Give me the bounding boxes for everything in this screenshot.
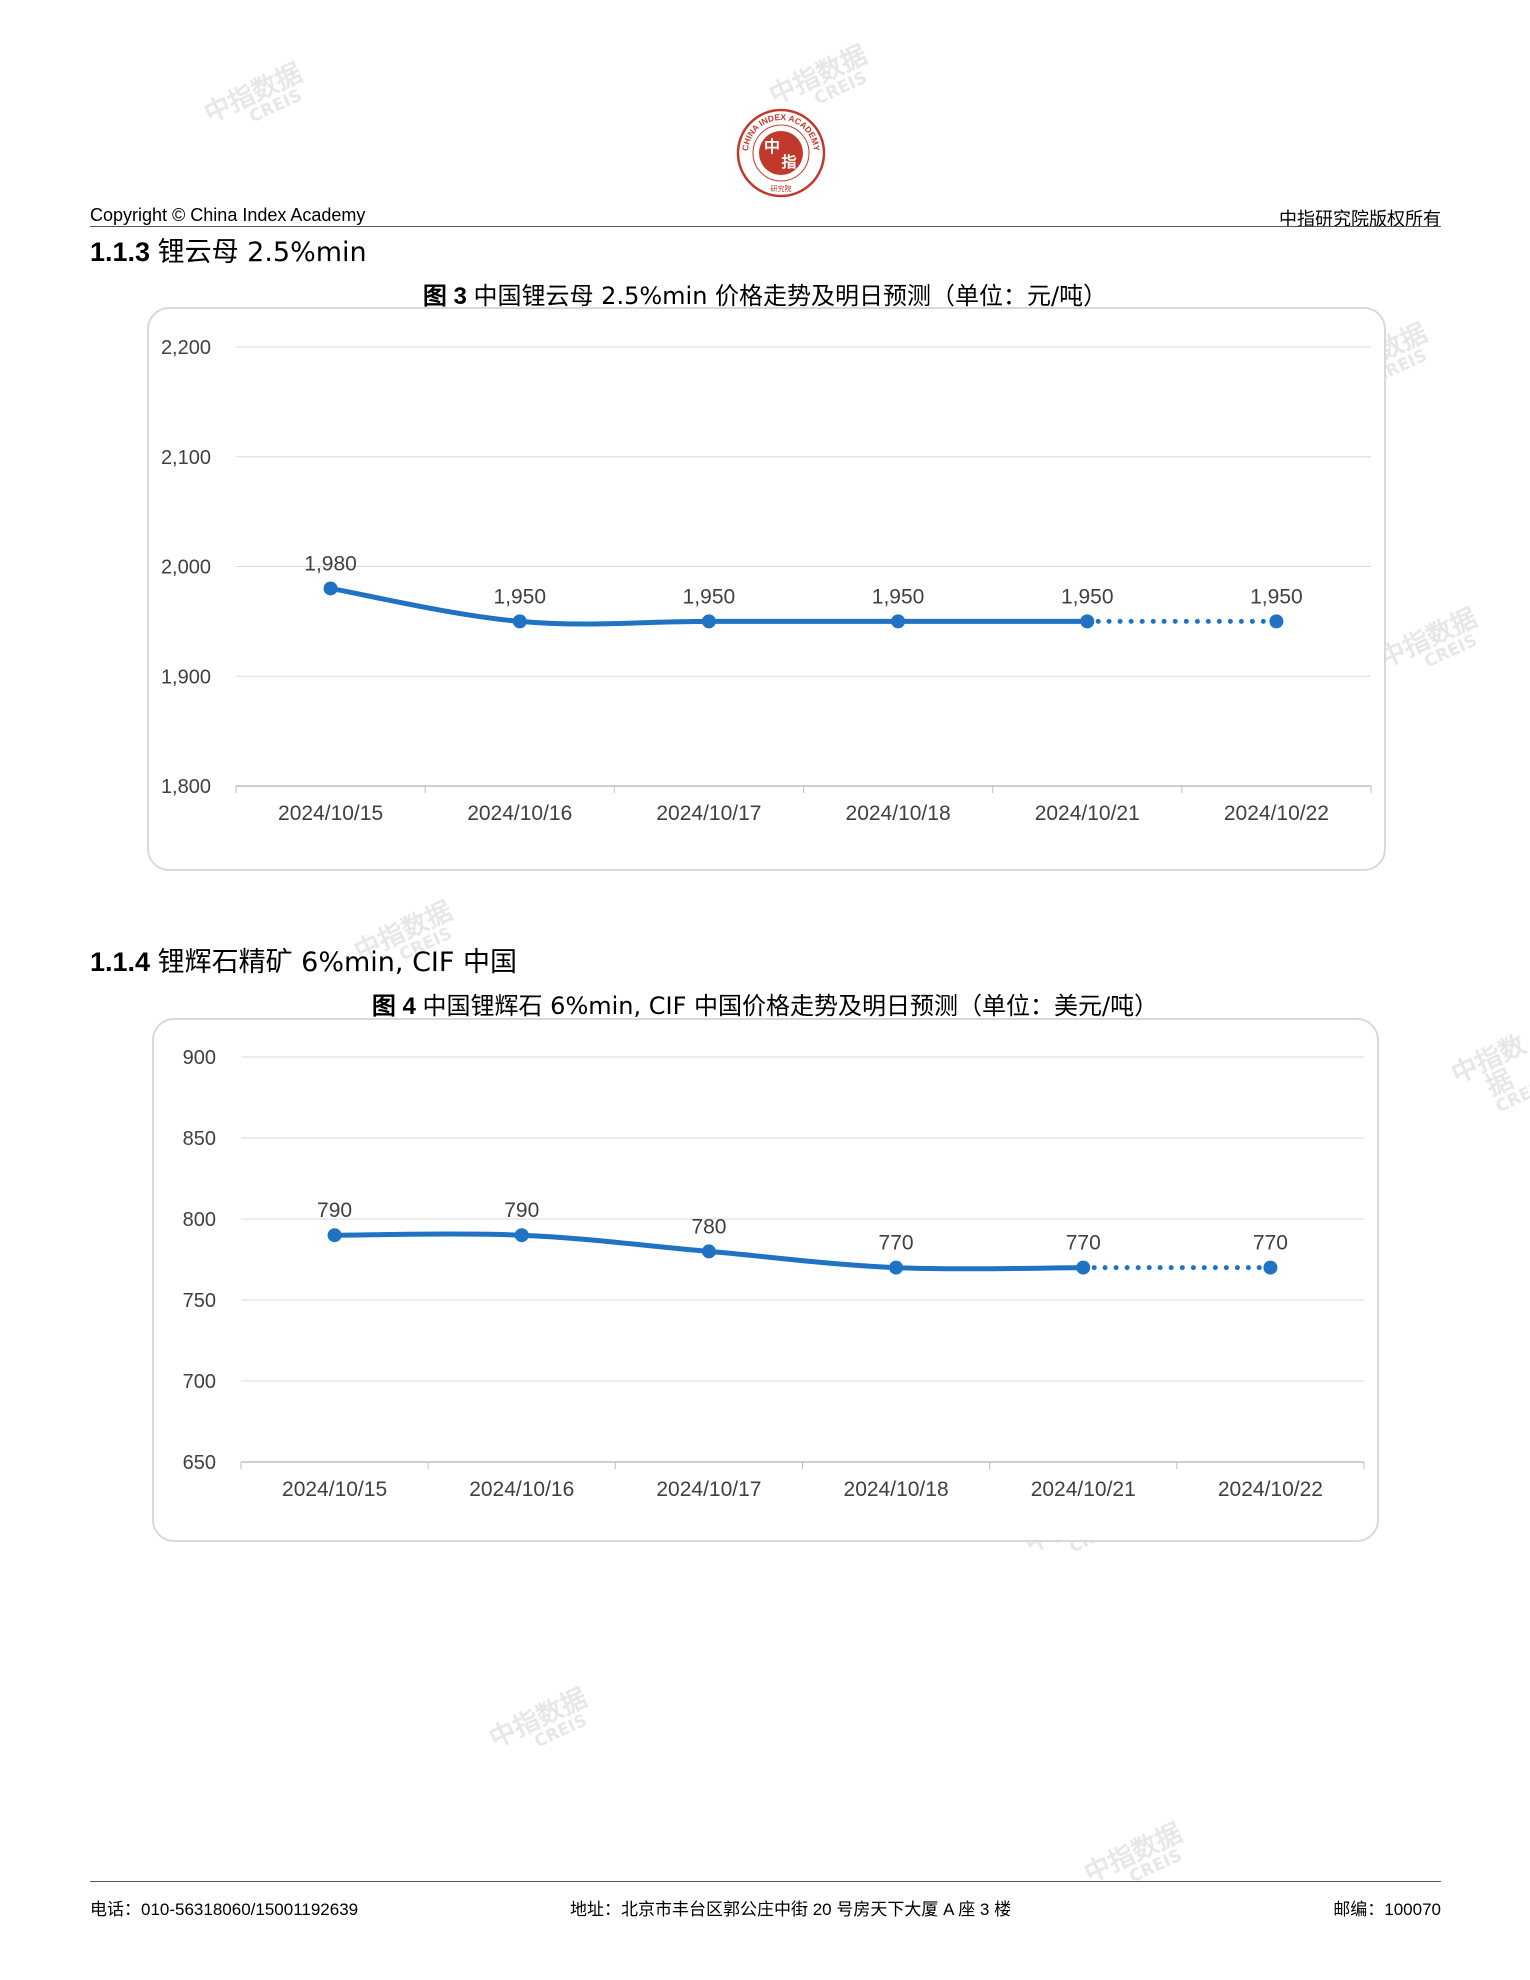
data-point <box>701 1244 716 1259</box>
watermark-en: CREIS <box>1492 1075 1530 1118</box>
data-label: 1,980 <box>304 552 357 575</box>
y-tick-label: 900 <box>183 1047 216 1069</box>
figure-prefix: 图 4 <box>371 993 416 1020</box>
y-tick-label: 2,000 <box>161 557 211 579</box>
data-label: 790 <box>317 1199 352 1222</box>
data-label: 1,950 <box>1250 585 1303 608</box>
x-tick-label: 2024/10/17 <box>656 802 761 825</box>
y-tick-label: 700 <box>183 1371 216 1393</box>
x-tick-label: 2024/10/16 <box>467 802 572 825</box>
section-heading-1-1-4: 1.1.4 锂辉石精矿 6%min, CIF 中国 <box>90 940 517 979</box>
section-number: 1.1.3 <box>90 237 151 267</box>
y-tick-label: 850 <box>183 1128 216 1150</box>
y-tick-label: 750 <box>183 1290 216 1312</box>
data-point <box>891 614 906 629</box>
data-label: 1,950 <box>493 585 546 608</box>
spodumene-price-chart: 650 700 750 800 850 900 2024/10/15 2024/10/16 20… <box>183 1047 1365 1501</box>
china-index-academy-logo: CHINA INDEX ACADEMY 中 指 研究院 <box>736 108 826 198</box>
y-tick-label: 2,100 <box>161 447 211 469</box>
watermark-cn: 中指数据 <box>1447 1029 1530 1103</box>
watermark-en: CREIS <box>1421 630 1481 673</box>
figure-caption: 中国锂云母 2.5%min 价格走势及明日预测（单位：元/吨） <box>473 282 1108 310</box>
data-point <box>701 614 716 629</box>
x-tick-label: 2024/10/15 <box>278 802 383 825</box>
data-label: 1,950 <box>683 585 736 608</box>
chart-container-2: 650 700 750 800 850 900 2024/10/15 2024/10/16 20… <box>152 1018 1379 1542</box>
y-tick-label: 1,800 <box>161 776 211 798</box>
data-point <box>889 1260 904 1275</box>
watermark-cn: 中指数据 <box>1374 603 1482 675</box>
lepidolite-price-chart: 1,800 1,900 2,000 2,100 2,200 2024/10/15 2024/… <box>161 337 1372 825</box>
footer-postcode: 邮编：100070 <box>1333 1900 1441 1919</box>
y-tick-label: 800 <box>183 1209 216 1231</box>
figure-caption: 中国锂辉石 6%min, CIF 中国价格走势及明日预测（单位：美元/吨） <box>422 992 1159 1020</box>
x-tick-label: 2024/10/21 <box>1031 1478 1136 1501</box>
footer-address: 地址：北京市丰台区郭公庄中街 20 号房天下大厦 A 座 3 楼 <box>570 1900 1012 1919</box>
header-divider <box>90 226 1441 227</box>
y-tick-label: 1,900 <box>161 666 211 688</box>
rights-text: 中指研究院版权所有 <box>1279 209 1441 230</box>
data-point <box>514 1228 529 1243</box>
x-tick-label: 2024/10/18 <box>846 802 951 825</box>
data-point <box>1269 614 1284 629</box>
section-name: 锂云母 2.5%min <box>157 237 367 268</box>
data-point <box>323 581 338 596</box>
data-point <box>512 614 527 629</box>
data-label: 780 <box>691 1215 726 1238</box>
logo-char-zhi: 指 <box>781 153 796 171</box>
section-number: 1.1.4 <box>90 947 151 977</box>
figure-prefix: 图 3 <box>422 283 467 310</box>
x-tick-label: 2024/10/22 <box>1218 1478 1323 1501</box>
section-name: 锂辉石精矿 6%min, CIF 中国 <box>157 947 518 978</box>
x-tick-label: 2024/10/22 <box>1224 802 1329 825</box>
logo-bottom-text: 研究院 <box>771 184 792 193</box>
x-tick-label: 2024/10/16 <box>469 1478 574 1501</box>
data-point <box>1076 1260 1091 1275</box>
footer-divider <box>90 1881 1441 1882</box>
data-label: 770 <box>879 1232 914 1255</box>
data-label: 1,950 <box>1061 585 1114 608</box>
chart-container-1: 1,800 1,900 2,000 2,100 2,200 2024/10/15 2024/… <box>147 307 1386 871</box>
watermark-cn: 中指数据 <box>1079 1818 1187 1890</box>
figure-3-title: 图 3 中国锂云母 2.5%min 价格走势及明日预测（单位：元/吨） <box>0 276 1530 311</box>
x-tick-label: 2024/10/21 <box>1035 802 1140 825</box>
watermark-cn: 中指数据 <box>199 58 307 130</box>
x-tick-label: 2024/10/18 <box>844 1478 949 1501</box>
copyright-text: Copyright © China Index Academy <box>90 205 366 225</box>
figure-4-title: 图 4 中国锂辉石 6%min, CIF 中国价格走势及明日预测（单位：美元/吨… <box>0 986 1530 1021</box>
x-tick-label: 2024/10/15 <box>282 1478 387 1501</box>
data-label: 770 <box>1066 1232 1101 1255</box>
y-tick-label: 2,200 <box>161 337 211 359</box>
footer-phone: 电话：010-56318060/15001192639 <box>90 1900 359 1919</box>
watermark-en: CREIS <box>1126 1845 1186 1888</box>
data-point <box>1263 1260 1278 1275</box>
x-tick-label: 2024/10/17 <box>656 1478 761 1501</box>
logo-center-disc <box>759 131 803 175</box>
data-point <box>327 1228 342 1243</box>
watermark-cn: 中指数据 <box>484 1683 592 1755</box>
section-heading-1-1-3: 1.1.3 锂云母 2.5%min <box>90 230 367 269</box>
data-label: 770 <box>1253 1232 1288 1255</box>
data-point <box>1080 614 1095 629</box>
watermark-cn: 中指数据 <box>764 40 872 112</box>
data-label: 1,950 <box>872 585 925 608</box>
logo-inner-ring <box>752 124 810 182</box>
logo-char-zhong: 中 <box>764 137 780 156</box>
watermark-en: CREIS <box>246 85 306 128</box>
watermark-en: CREIS <box>811 67 871 110</box>
y-tick-label: 650 <box>183 1452 216 1474</box>
watermark-en: CREIS <box>531 1710 591 1753</box>
data-label: 790 <box>504 1199 539 1222</box>
